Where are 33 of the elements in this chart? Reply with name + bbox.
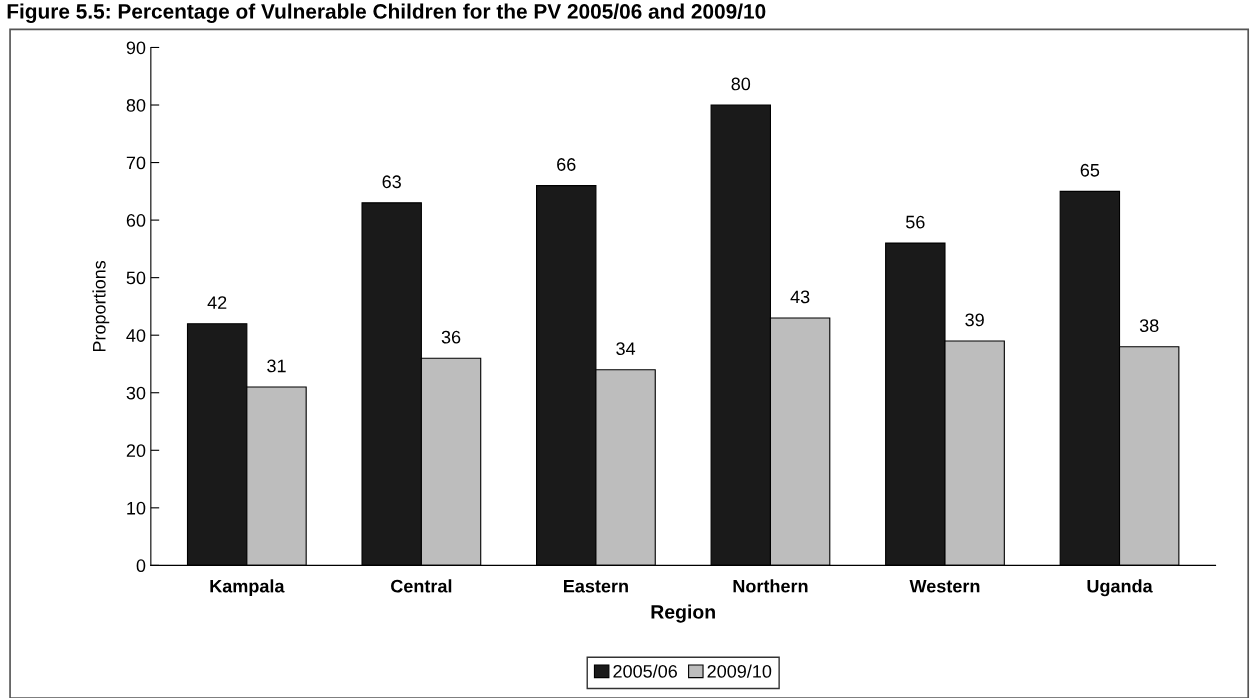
y-tick-label: 20 — [126, 444, 146, 458]
y-tick-label: 0 — [136, 559, 146, 573]
x-tick-label: Kampala — [210, 579, 285, 597]
data-label: 36 — [441, 330, 461, 344]
y-tick-label: 30 — [126, 386, 146, 400]
data-label: 65 — [1080, 163, 1100, 177]
chart-title: Figure 5.5: Percentage of Vulnerable Children for the PV 2005/06 and 2009/10 — [7, 3, 766, 23]
y-tick-label: 90 — [126, 41, 146, 55]
data-label: 31 — [267, 359, 286, 373]
data-label: 80 — [731, 77, 751, 91]
y-tick-label: 10 — [127, 501, 146, 515]
y-tick-label: 80 — [126, 98, 146, 112]
data-label: 38 — [1139, 319, 1159, 333]
x-tick-label: Western — [909, 579, 980, 593]
x-tick-label: Central — [391, 579, 452, 593]
data-label: 39 — [965, 313, 984, 327]
x-tick-label: Eastern — [564, 579, 628, 593]
y-axis-title: Proportions — [92, 260, 110, 352]
x-axis-title: Region — [651, 604, 715, 623]
data-label: 63 — [382, 175, 401, 189]
data-label: 42 — [207, 296, 227, 309]
y-tick-label: 40 — [126, 329, 146, 342]
legend-label: 2009/10 — [707, 664, 772, 678]
data-label: 34 — [616, 342, 636, 356]
data-label: 66 — [557, 158, 576, 171]
y-tick-label: 50 — [126, 271, 146, 285]
data-label: 56 — [906, 215, 925, 229]
x-tick-label: Uganda — [1087, 579, 1153, 597]
y-tick-label: 70 — [126, 156, 146, 170]
x-tick-label: Northern — [733, 579, 808, 593]
data-label: 43 — [790, 290, 810, 304]
legend-label: 2005/06 — [613, 664, 677, 678]
y-tick-label: 60 — [126, 214, 146, 227]
